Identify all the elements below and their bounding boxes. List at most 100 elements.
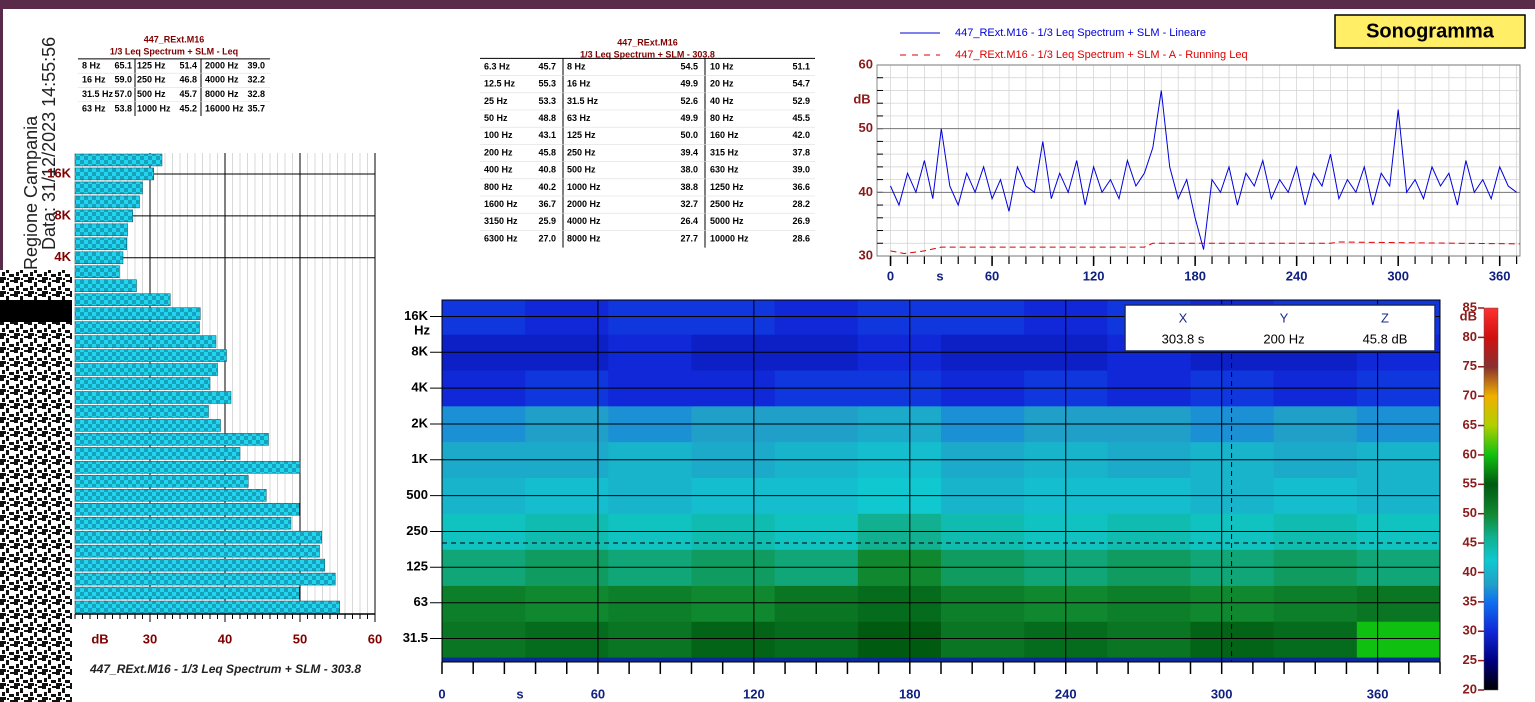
- table-value: 65.1: [114, 60, 132, 70]
- y-tick-label: 8K: [411, 344, 428, 359]
- x-tick-label: 240: [1286, 268, 1308, 283]
- cursor-value: 303.8 s: [1162, 331, 1205, 346]
- y-tick-label: 16K: [404, 308, 428, 323]
- table-frequency: 400 Hz: [484, 165, 513, 175]
- side-title: Regione Campania: [21, 115, 41, 270]
- colorbar-tick-label: 70: [1463, 388, 1477, 403]
- x-tick-label: 180: [1184, 268, 1206, 283]
- heatmap-cell: [1107, 621, 1191, 657]
- bar: [75, 364, 218, 376]
- y-tick-label: 30: [859, 247, 873, 262]
- y-tick-label: 1K: [411, 451, 428, 466]
- table-frequency: 250 Hz: [567, 147, 596, 157]
- heatmap-cell: [692, 585, 776, 621]
- table-value: 50.0: [680, 130, 698, 140]
- bar: [75, 475, 248, 487]
- bar: [75, 308, 200, 320]
- x-tick-label: 120: [743, 686, 765, 701]
- x-tick-label: 120: [1083, 268, 1105, 283]
- heatmap-cell: [1357, 621, 1441, 657]
- screen: Regione Campania Data: 31/12/2023 14:55:…: [0, 0, 1535, 702]
- table-frequency: 500 Hz: [137, 89, 166, 99]
- table-value: 32.7: [680, 199, 698, 209]
- table-frequency: 8000 Hz: [205, 89, 239, 99]
- table-frequency: 40 Hz: [710, 96, 734, 106]
- colorbar-tick-label: 45: [1463, 535, 1477, 550]
- table-value: 27.0: [538, 233, 556, 243]
- table-frequency: 31.5 Hz: [567, 96, 599, 106]
- table-value: 39.4: [680, 147, 698, 157]
- legend-label: 447_RExt.M16 - 1/3 Leq Spectrum + SLM - …: [955, 27, 1206, 39]
- heatmap-cell: [608, 585, 692, 621]
- colorbar-tick-label: 75: [1463, 358, 1477, 373]
- table-value: 45.7: [179, 89, 197, 99]
- heatmap-cell: [1357, 585, 1441, 621]
- x-tick-label: 60: [985, 268, 999, 283]
- x-tick-label: 60: [591, 686, 605, 701]
- x-tick-label: 0: [438, 686, 445, 701]
- x-axis-label: dB: [91, 631, 108, 646]
- table-frequency: 10 Hz: [710, 61, 734, 71]
- table-value: 38.8: [680, 182, 698, 192]
- bar: [75, 322, 200, 334]
- table-frequency: 8 Hz: [567, 61, 586, 71]
- x-tick-label: 30: [143, 631, 157, 646]
- y-tick-label: 8K: [54, 207, 71, 222]
- table-value: 53.3: [538, 96, 556, 106]
- bar: [75, 154, 162, 166]
- table-frequency: 2000 Hz: [567, 199, 601, 209]
- sonogram-button-label[interactable]: Sonogramma: [1366, 20, 1495, 42]
- table-value: 40.2: [538, 182, 556, 192]
- bar: [75, 433, 269, 445]
- y-tick-label: 500: [406, 487, 428, 502]
- bar: [75, 573, 335, 585]
- colorbar-tick-label: 20: [1463, 681, 1477, 696]
- cursor-header: Z: [1381, 310, 1389, 325]
- heatmap-cell: [1191, 621, 1275, 657]
- table-value: 27.7: [680, 233, 698, 243]
- table-value: 28.6: [792, 233, 810, 243]
- bar: [75, 224, 128, 236]
- heatmap-cell: [525, 585, 609, 621]
- y-tick-label: 40: [859, 184, 873, 199]
- y-axis-label: Hz: [414, 322, 430, 337]
- heatmap-cell: [858, 585, 942, 621]
- colorbar-tick-label: 40: [1463, 564, 1477, 579]
- table-frequency: 25 Hz: [484, 96, 508, 106]
- bar: [75, 517, 291, 529]
- table-frequency: 63 Hz: [567, 113, 591, 123]
- colorbar: [1484, 308, 1498, 690]
- cursor-value: 200 Hz: [1263, 331, 1304, 346]
- table-frequency: 2500 Hz: [710, 199, 744, 209]
- bar: [75, 503, 299, 515]
- x-tick-label: 360: [1489, 268, 1511, 283]
- legend-label: 447_RExt.M16 - 1/3 Leq Spectrum + SLM - …: [955, 49, 1248, 61]
- heatmap-cell: [775, 621, 859, 657]
- heatmap-cell: [775, 585, 859, 621]
- bar: [75, 168, 154, 180]
- table-frequency: 6300 Hz: [484, 233, 518, 243]
- table-value: 54.7: [792, 79, 810, 89]
- bar: [75, 531, 322, 543]
- table-value: 55.3: [538, 79, 556, 89]
- table-frequency: 1250 Hz: [710, 182, 744, 192]
- table-frequency: 5000 Hz: [710, 216, 744, 226]
- y-tick-label: 4K: [54, 249, 71, 264]
- table-value: 53.8: [114, 103, 132, 113]
- bar: [75, 210, 133, 222]
- y-tick-label: 50: [859, 120, 873, 135]
- table-value: 49.9: [680, 79, 698, 89]
- bar: [75, 336, 216, 348]
- y-tick-label: 2K: [411, 415, 428, 430]
- table-frequency: 1000 Hz: [567, 182, 601, 192]
- heatmap-cell: [608, 621, 692, 657]
- bar: [75, 182, 143, 194]
- table-title: 447_RExt.M16: [617, 37, 678, 47]
- table-value: 45.7: [538, 61, 556, 71]
- bar: [75, 350, 227, 362]
- table-value: 38.0: [680, 165, 698, 175]
- table-value: 25.9: [538, 216, 556, 226]
- x-tick-label: 40: [218, 631, 232, 646]
- bar: [75, 238, 127, 250]
- bar: [75, 601, 340, 613]
